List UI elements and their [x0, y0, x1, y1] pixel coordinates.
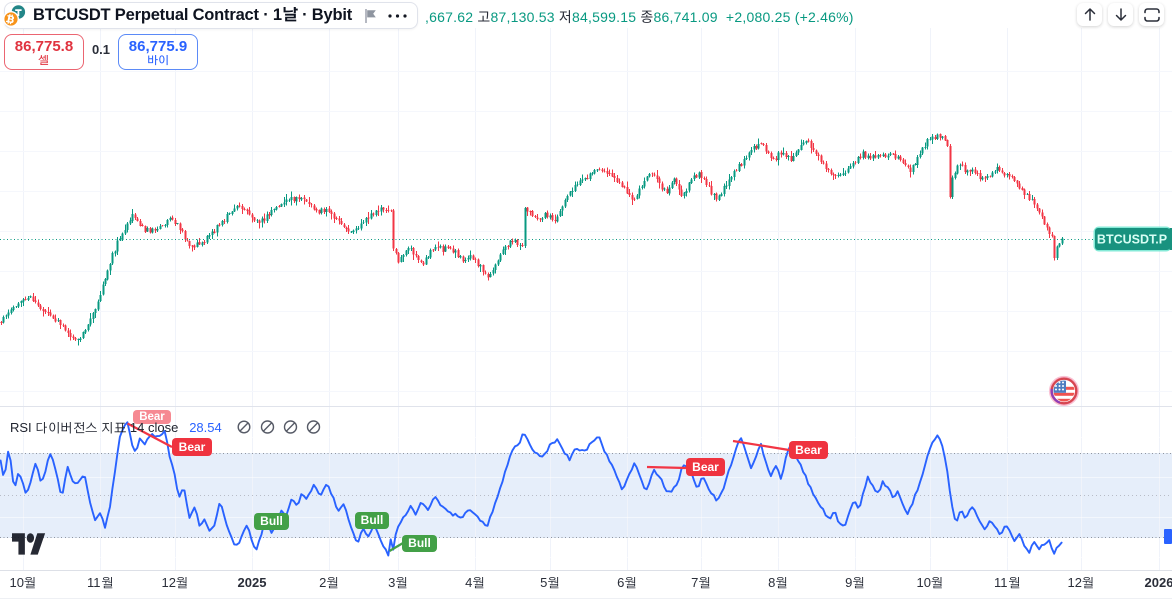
svg-text:BTCUSDT.P: BTCUSDT.P	[1097, 233, 1167, 247]
